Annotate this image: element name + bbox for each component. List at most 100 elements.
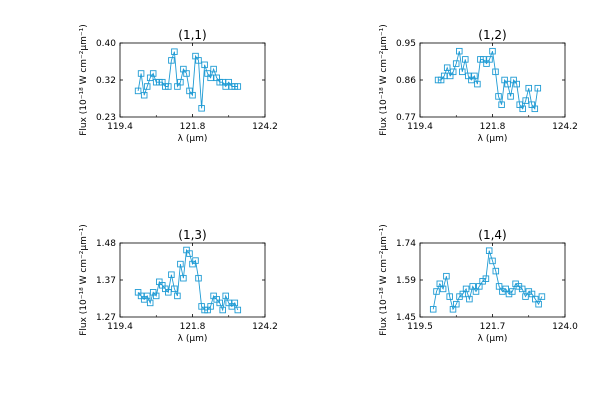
plot-title: (1,4) <box>478 228 506 242</box>
data-point <box>495 93 502 100</box>
x-tick-label: 119.5 <box>407 322 433 332</box>
y-axis-label: Flux (10⁻¹⁸ W cm⁻²μm⁻¹) <box>79 24 89 136</box>
x-tick-label: 124.2 <box>252 122 278 132</box>
data-point <box>231 299 239 307</box>
data-point <box>507 93 514 100</box>
data-point <box>535 300 542 308</box>
data-point <box>234 306 242 314</box>
data-point <box>538 293 546 300</box>
data-point <box>522 97 529 104</box>
data-point <box>171 48 178 55</box>
data-point <box>534 84 542 92</box>
data-point <box>219 306 226 314</box>
data-point <box>489 47 496 55</box>
data-point <box>210 65 217 73</box>
data-point <box>504 80 511 88</box>
data-point <box>456 47 463 55</box>
data-point <box>146 299 154 307</box>
data-point <box>443 272 450 280</box>
data-point <box>207 303 214 310</box>
series-line <box>137 248 239 312</box>
data-point <box>222 292 229 300</box>
data-point <box>207 74 214 82</box>
x-axis-label: λ (μm) <box>178 334 208 344</box>
x-tick-label: 119.4 <box>407 122 433 132</box>
x-tick-label: 121.8 <box>480 122 506 132</box>
data-point <box>171 285 178 293</box>
data-point <box>216 299 223 307</box>
data-point <box>177 78 184 86</box>
data-point <box>234 83 242 90</box>
data-point <box>513 80 520 88</box>
y-axis-label: Flux (10⁻¹⁸ W cm⁻²μm⁻¹) <box>379 24 389 136</box>
data-point <box>140 91 148 99</box>
data-point <box>436 280 444 288</box>
x-tick-label: 119.4 <box>107 322 133 332</box>
y-axis-label: Flux (10⁻¹⁸ W cm⁻²μm⁻¹) <box>79 224 89 336</box>
y-tick-label: 1.27 <box>96 313 116 323</box>
x-axis-label: λ (μm) <box>478 134 508 144</box>
data-point <box>492 68 499 76</box>
data-point <box>519 105 526 113</box>
data-point <box>439 285 447 293</box>
y-tick-label: 0.86 <box>396 76 416 86</box>
x-tick-label: 124.2 <box>252 322 278 332</box>
data-point <box>195 57 202 64</box>
data-point <box>485 247 493 254</box>
data-point <box>449 306 457 313</box>
subplot-2: (1,2) 119.4 121.8 124.2 0.77 0.86 0.95 λ (μm) Fl… <box>379 24 578 144</box>
y-tick-label: 1.74 <box>396 239 416 249</box>
data-point <box>433 288 440 295</box>
data-point <box>174 292 181 300</box>
data-point <box>192 257 199 264</box>
data-point <box>449 68 457 76</box>
data-point <box>452 60 460 67</box>
data-point <box>168 57 175 64</box>
data-point <box>186 250 193 257</box>
data-point <box>462 56 469 63</box>
data-point <box>137 70 145 77</box>
data-point <box>143 292 151 300</box>
series-line <box>432 250 543 311</box>
data-point <box>459 290 467 298</box>
data-point <box>180 274 187 282</box>
plot-title: (1,1) <box>178 28 206 42</box>
y-axis-label: Flux (10⁻¹⁸ W cm⁻²μm⁻¹) <box>379 224 389 336</box>
data-point <box>198 105 205 112</box>
data-point <box>168 271 175 278</box>
data-point <box>165 289 172 296</box>
data-point <box>462 285 470 293</box>
x-axis-label: λ (μm) <box>178 134 208 144</box>
x-tick-label: 121.8 <box>180 122 206 132</box>
y-tick-label: 1.48 <box>96 239 116 249</box>
data-point <box>532 295 539 303</box>
data-point <box>495 283 503 290</box>
data-point <box>149 70 157 77</box>
data-point <box>472 288 480 295</box>
data-point <box>476 283 483 290</box>
y-tick-label: 1.59 <box>396 276 416 286</box>
x-tick-label: 121.8 <box>180 322 206 332</box>
data-point <box>177 260 184 268</box>
data-point <box>201 61 208 69</box>
data-point <box>525 84 532 92</box>
data-point <box>469 283 476 290</box>
data-point <box>453 300 460 308</box>
data-point <box>492 267 500 275</box>
data-point <box>446 293 453 300</box>
y-tick-label: 0.32 <box>96 76 116 86</box>
plot-title: (1,2) <box>478 28 506 42</box>
data-point <box>459 68 466 76</box>
series-line <box>137 51 238 109</box>
data-point <box>471 72 478 80</box>
data-point <box>502 285 509 293</box>
data-point <box>474 80 481 88</box>
data-point <box>531 105 539 113</box>
data-point <box>498 101 505 108</box>
plot-frame <box>419 242 566 318</box>
x-tick-label: 121.7 <box>480 322 506 332</box>
data-point <box>143 83 151 90</box>
data-point <box>489 257 496 265</box>
data-point <box>486 56 493 63</box>
plot-title: (1,3) <box>178 228 206 242</box>
